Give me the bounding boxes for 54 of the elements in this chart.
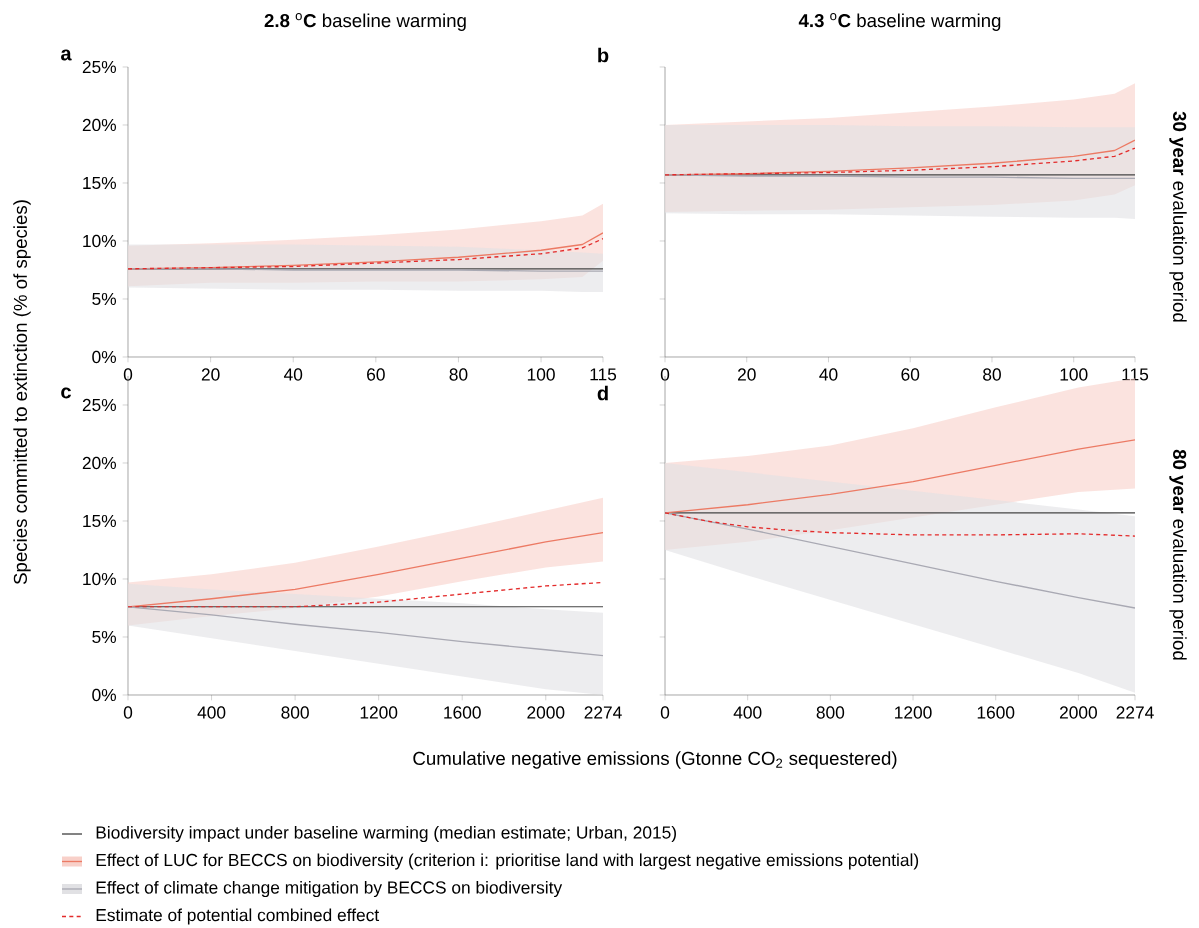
x-tick-label: 115 [1122,368,1149,381]
y-tick-label: 20% [82,456,117,470]
x-tick-label: 2274 [1116,706,1154,719]
x-tick-label: 1600 [977,706,1015,719]
x-tick-label: 1600 [444,706,481,719]
x-tick-label: 115 [590,368,617,381]
x-tick-label: 0 [123,706,133,719]
x-tick-label: 400 [197,706,226,719]
y-tick-label: 5% [92,292,117,306]
x-tick-label: 100 [1060,368,1088,381]
x-tick-label: 60 [367,368,385,381]
text: a [61,49,72,61]
legend-label: Effect of climate change mitigation by BECCS on biodiversity [96,880,563,898]
y-tick-label: 15% [83,176,117,190]
x-tick-label: 20 [737,368,756,381]
y-tick-label: 10% [83,234,117,248]
annotation: d [597,385,608,401]
y-tick-label: 0% [92,350,117,364]
y-tick-label: 15% [83,514,117,528]
y-tick-label: 20% [82,118,117,132]
y-tick-label: 0% [92,688,117,702]
text: b [598,47,609,63]
x-tick-label: 40 [819,368,838,381]
x-tick-label: 80 [449,368,468,381]
x-tick-label: 80 [983,368,1001,381]
x-tick-label: 400 [733,706,762,719]
chart-title: 2.8 $^{o}$C baseline warming [264,13,466,31]
legend-label: Biodiversity impact under baseline warming (median estimate; Urban, 2015) [96,825,676,843]
legend-label: Effect of LUC for BECCS on biodiversity (criterion i: prioritise land with largest negative emissions potential) [96,853,919,870]
x-tick-label: 60 [901,368,920,381]
x-tick-label: 0 [123,368,133,381]
y-tick-label: 25% [82,60,117,74]
text: c [61,387,71,399]
x-tick-label: 40 [283,368,303,381]
x-tick-label: 2274 [584,706,622,719]
x-tick-label: 20 [201,368,220,381]
x-tick-label: 100 [527,368,555,381]
x-tick-label: 1200 [360,706,398,719]
x-tick-label: 2000 [1059,706,1097,719]
text: 30 year evaluation period [1169,111,1187,322]
x-tick-label: 0 [660,706,670,719]
y-axis-title: Species committed to extinction (% of species) [13,200,31,585]
x-tick-label: 0 [660,368,670,381]
x-tick-label: 800 [281,706,309,719]
y-tick-label: 5% [92,630,117,644]
chart-title: 4.3 $^{o}$C baseline warming [798,13,1001,31]
y-tick-label: 10% [83,572,117,586]
y-tick-label: 25% [82,398,117,412]
x-tick-label: 1200 [895,706,932,719]
x-axis-title: Cumulative negative emissions (Gtonne CO$_{2}$ sequestered) [413,751,897,769]
x-tick-label: 800 [816,706,845,719]
legend-label: Estimate of potential combined effect [96,908,380,925]
x-tick-label: 2000 [527,706,565,719]
text: 80 year evaluation period [1169,449,1187,660]
